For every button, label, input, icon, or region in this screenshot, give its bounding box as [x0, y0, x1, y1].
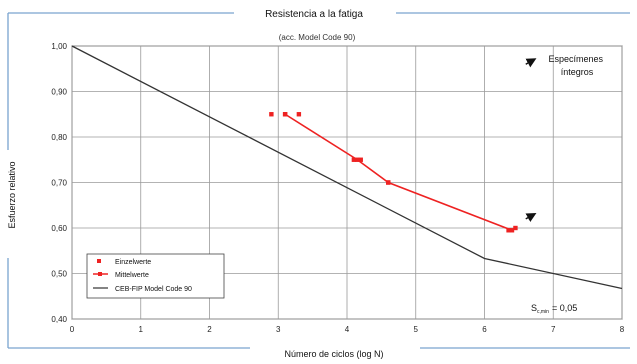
y-tick-label: 0,60: [51, 224, 67, 233]
data-point-einzelwerte: [513, 225, 518, 231]
series-layer: [71, 45, 623, 290]
data-point-mittelwerte: [386, 180, 391, 185]
y-tick-label: 0,90: [51, 88, 67, 97]
legend-label-mittelwerte: Mittelwerte: [115, 272, 149, 279]
smin-value: = 0,05: [552, 303, 577, 313]
smin-subscript: c,min: [537, 309, 549, 315]
x-tick-label: 6: [482, 325, 487, 334]
grid: [71, 45, 623, 320]
x-tick-label: 0: [70, 325, 75, 334]
outer-frame: [7, 12, 630, 349]
legend-box: [86, 253, 225, 299]
x-tick-label: 4: [345, 325, 350, 334]
x-tick-label: 2: [207, 325, 212, 334]
arrow-indicator: [525, 58, 537, 68]
x-tick-label: 3: [276, 325, 281, 334]
arrow-indicator: [525, 212, 537, 223]
legend-label-model-code: CEB-FIP Model Code 90: [115, 286, 192, 293]
legend-marker-mittelwerte: [98, 272, 102, 276]
y-tick-label: 0,50: [51, 270, 67, 279]
data-point-einzelwerte: [506, 228, 511, 233]
chart-subtitle: (acc. Model Code 90): [279, 33, 356, 42]
y-tick-label: 1,00: [51, 42, 67, 51]
x-tick-label: 1: [139, 325, 144, 334]
data-point-mittelwerte: [509, 228, 515, 233]
x-axis-label: Número de ciclos (log N): [284, 349, 383, 359]
legend-label-einzelwerte: Einzelwerte: [115, 259, 151, 266]
y-tick-label: 0,40: [51, 315, 67, 324]
figure-title: Resistencia a la fatiga: [265, 9, 363, 20]
legend: Einzelwerte Mittelwerte CEB-FIP Model Co…: [86, 253, 225, 299]
x-tick-label: 7: [551, 325, 556, 334]
data-point-mittelwerte: [355, 157, 360, 162]
annotation-smin: Sc,min = 0,05: [531, 303, 577, 315]
y-tick-label: 0,70: [51, 179, 67, 188]
x-tick-label: 8: [620, 325, 625, 334]
data-point-einzelwerte: [269, 112, 274, 117]
x-tick-labels: 0 1 2 3 4 5 6 7 8: [70, 325, 625, 334]
data-point-einzelwerte: [296, 112, 302, 117]
series-line-ceb-fip-model-code-90: [71, 45, 623, 290]
series-line-mittelwerte: [284, 113, 513, 232]
data-point-einzelwerte: [358, 157, 363, 162]
y-axis-label: Esfuerzo relativo: [7, 161, 17, 228]
x-tick-label: 5: [414, 325, 419, 334]
annotation-intact-specimens: Especímenes íntegros: [548, 54, 605, 77]
data-point-einzelwerte: [351, 157, 357, 162]
data-point-mittelwerte: [282, 112, 288, 117]
y-tick-labels: 0,40 0,50 0,60 0,70 0,80 0,90 1,00: [51, 42, 67, 324]
smin-symbol: S: [531, 303, 537, 313]
legend-marker-einzelwerte: [97, 259, 101, 263]
y-tick-label: 0,80: [51, 133, 67, 142]
